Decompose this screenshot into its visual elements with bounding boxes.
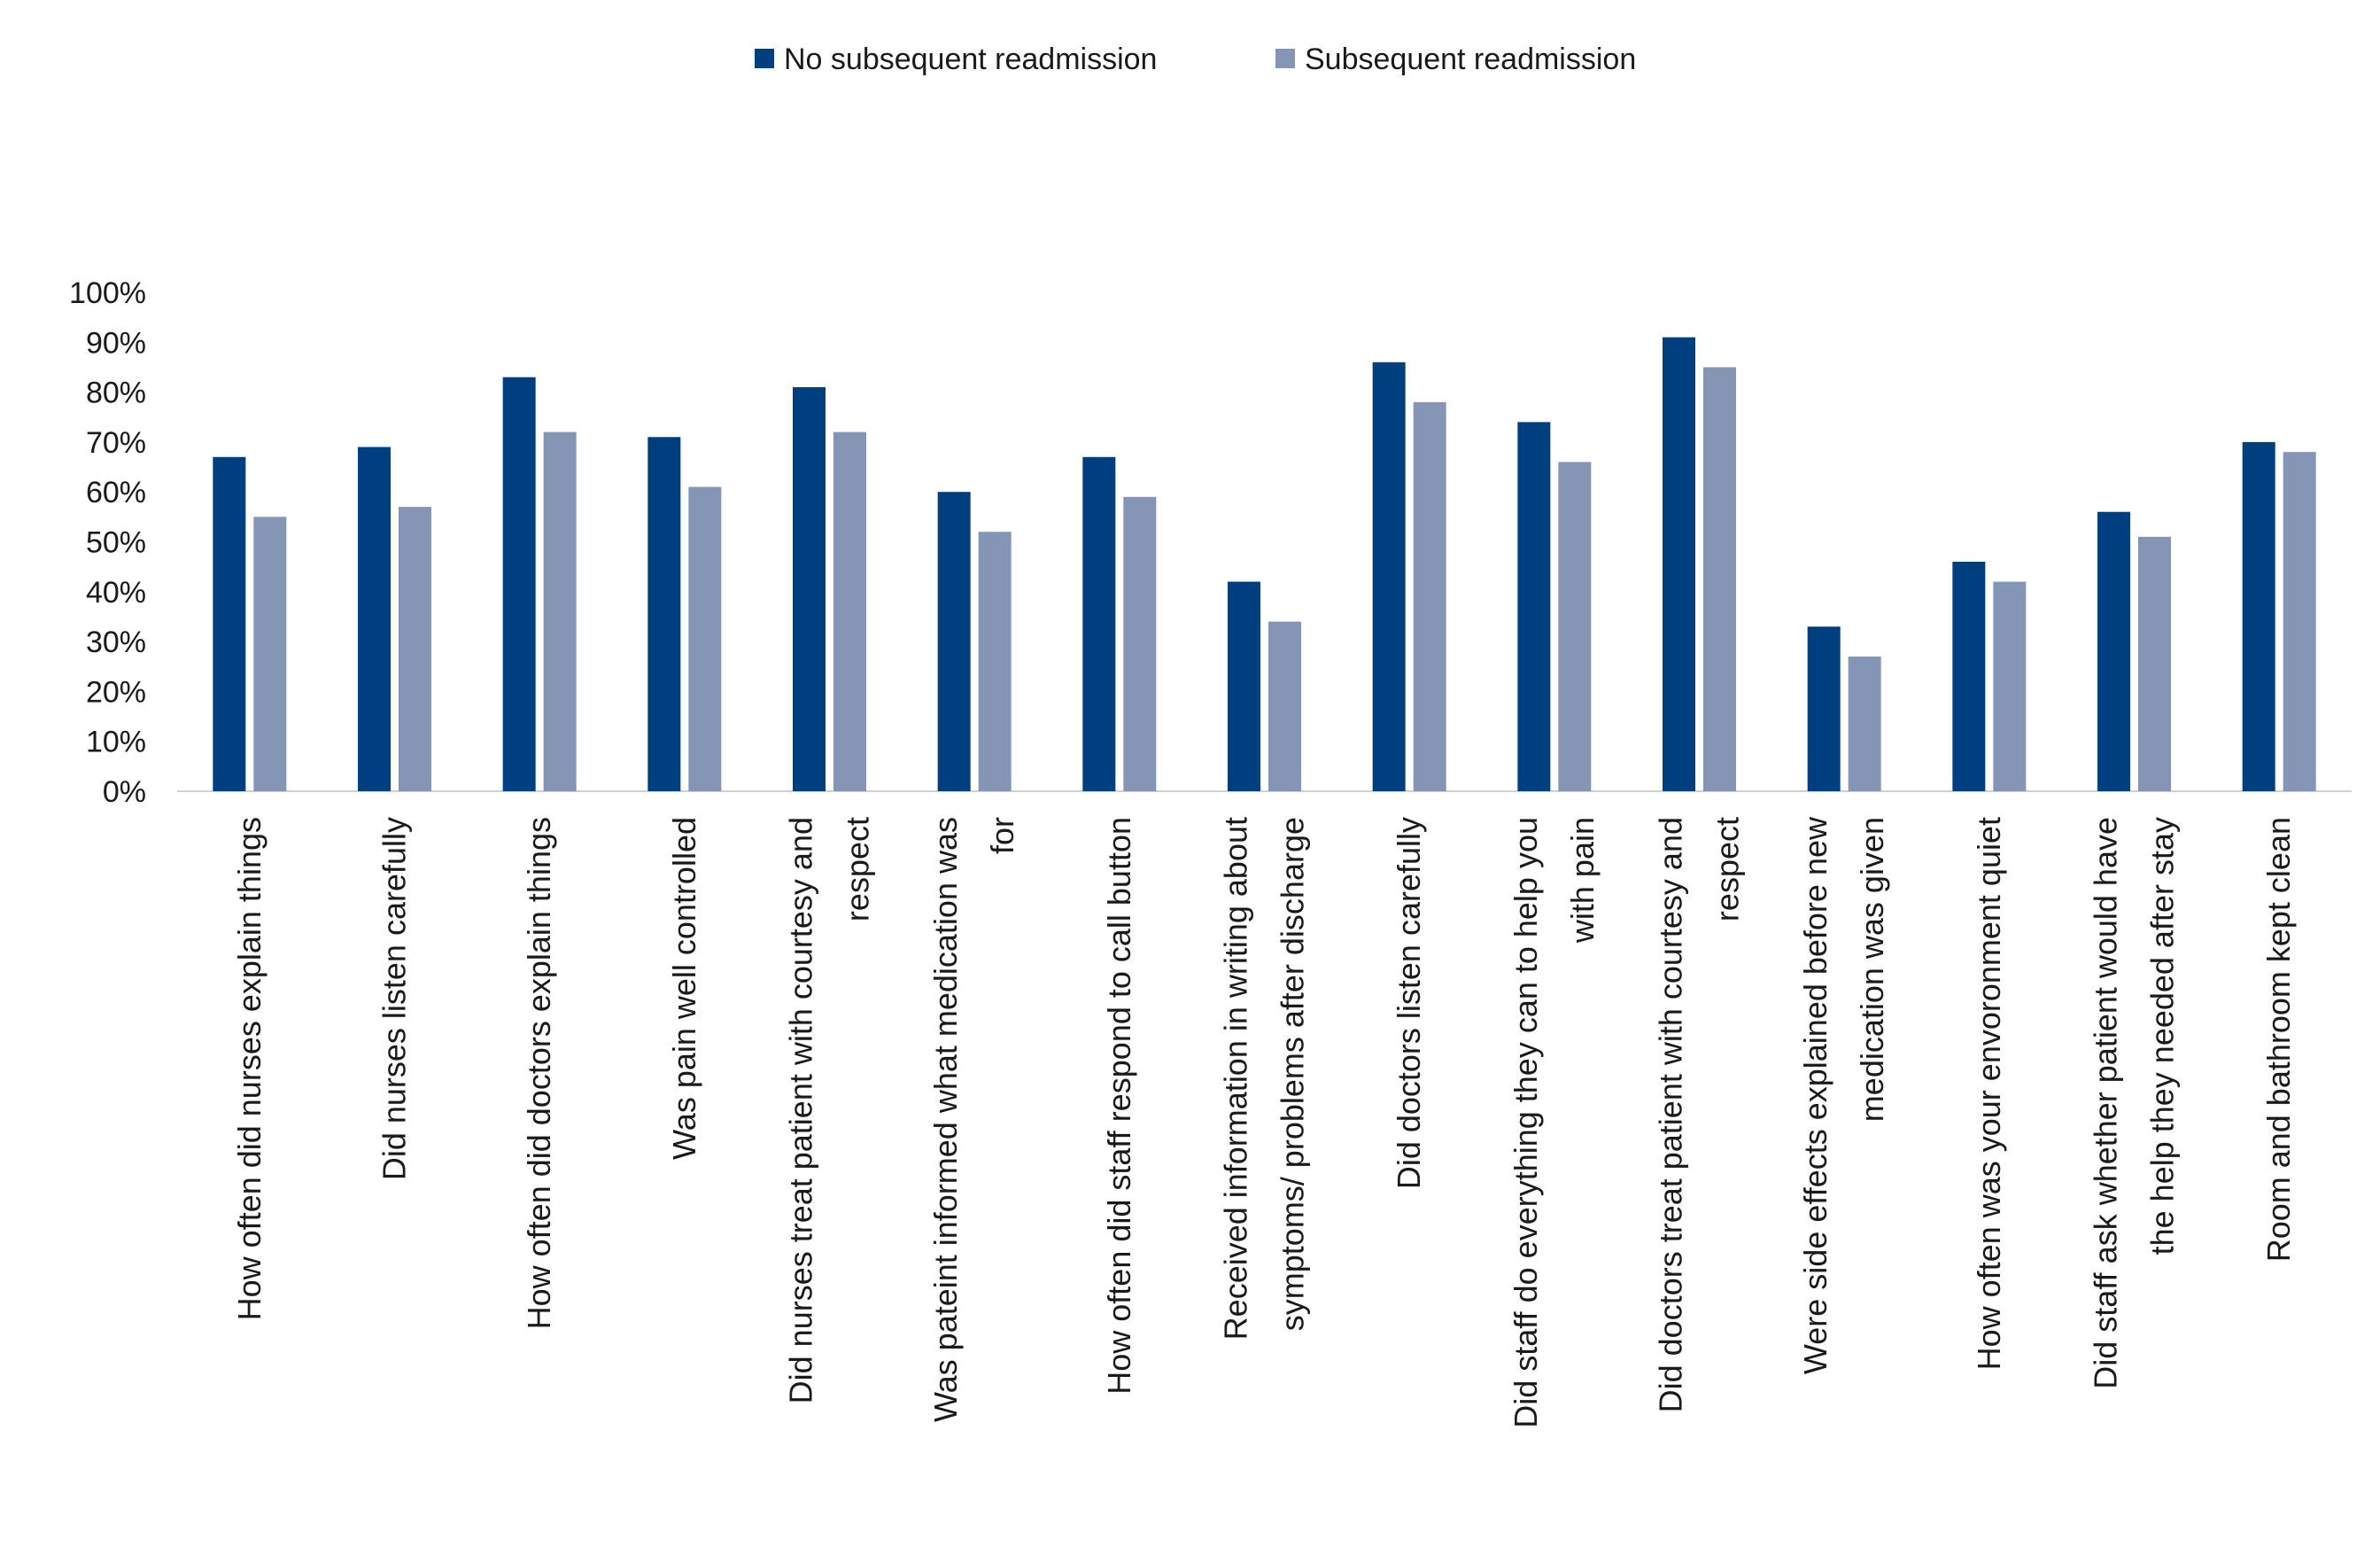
bar-no-readmission (1372, 361, 1406, 791)
y-tick-label: 40% (86, 576, 146, 610)
x-category-label: How often did staff respond to call butt… (1101, 817, 1137, 1395)
bar-readmission (2283, 452, 2316, 791)
y-tick-label: 90% (86, 326, 146, 360)
x-category-label: Did nurses treat patient with courtesy a… (783, 817, 819, 1403)
x-category-label: Were side effects explained before new (1797, 816, 1833, 1374)
bar-readmission (399, 507, 431, 791)
legend-label: No subsequent readmission (784, 43, 1157, 76)
x-category-label: Room and bathroom kept clean (2260, 817, 2297, 1262)
x-category-label: symptoms/ problems after discharge (1275, 817, 1311, 1331)
x-category-label: respect (1709, 817, 1746, 921)
y-tick-label: 20% (86, 675, 146, 709)
y-tick-label: 50% (86, 526, 146, 560)
bar-readmission (253, 517, 287, 791)
legend-swatch (1275, 49, 1295, 68)
x-category-label: Did nurses listen carefully (376, 817, 413, 1180)
bars-group (213, 337, 2316, 791)
bar-readmission (1558, 462, 1592, 791)
x-category-label: How often did doctors explain things (521, 817, 557, 1329)
bar-readmission (543, 431, 577, 791)
bar-no-readmission (647, 437, 681, 791)
x-category-label: Was pain well controlled (666, 817, 702, 1160)
y-tick-label: 30% (86, 626, 146, 659)
bar-readmission (2138, 536, 2171, 791)
x-category-label: the help they needed after stay (2144, 817, 2181, 1255)
x-category-label: respect (840, 817, 876, 921)
x-category-label: Did staff do everything they can to help… (1508, 817, 1544, 1428)
x-category-label: Did staff ask whether patient would have (2088, 817, 2124, 1389)
legend-label: Subsequent readmission (1305, 43, 1636, 76)
bar-no-readmission (1517, 422, 1551, 791)
y-tick-label: 60% (86, 476, 146, 509)
bar-no-readmission (358, 447, 391, 791)
bar-readmission (978, 532, 1012, 791)
x-category-label: Was pateint informed what medication was (927, 817, 964, 1422)
x-category-label: Did doctors listen carefully (1391, 817, 1427, 1189)
x-category-label: for (984, 817, 1020, 854)
y-tick-label: 70% (86, 426, 146, 460)
bar-no-readmission (502, 377, 536, 791)
bar-readmission (1848, 656, 1881, 791)
bar-no-readmission (1082, 456, 1116, 791)
x-category-label: medication was given (1854, 817, 1890, 1122)
y-axis: 0% 10% 20% 30% 40% 50% 60% 70% 80% 90% 100% (69, 276, 146, 809)
bar-readmission (1703, 367, 1736, 791)
x-axis-labels: How often did nurses explain things Did n… (231, 816, 2297, 1428)
bar-no-readmission (213, 456, 246, 791)
bar-no-readmission (937, 492, 971, 791)
x-category-label: Did doctors treat patient with courtesy … (1653, 817, 1689, 1412)
bar-no-readmission (1952, 562, 1986, 791)
x-category-label: with pain (1564, 817, 1601, 944)
bar-readmission (833, 431, 866, 791)
chart-legend: No subsequent readmission Subsequent read… (755, 43, 1636, 76)
bar-readmission (1123, 496, 1157, 791)
y-tick-label: 100% (69, 276, 146, 310)
bar-no-readmission (2242, 441, 2275, 791)
bar-no-readmission (1807, 626, 1841, 791)
x-category-label: Received information in writing about (1218, 817, 1254, 1340)
bar-no-readmission (2097, 511, 2130, 791)
x-category-label: How often did nurses explain things (231, 817, 267, 1320)
bar-readmission (1268, 621, 1301, 791)
x-category-label: How often was your envoronment quiet (1971, 817, 2007, 1370)
bar-readmission (688, 486, 722, 791)
bar-no-readmission (793, 386, 826, 791)
bar-no-readmission (1663, 337, 1695, 791)
bar-readmission (1413, 401, 1446, 791)
y-tick-label: 0% (103, 775, 146, 809)
bar-no-readmission (1228, 581, 1260, 791)
bar-readmission (1993, 581, 2027, 791)
legend-swatch (755, 49, 774, 68)
y-tick-label: 80% (86, 377, 146, 410)
y-tick-label: 10% (86, 726, 146, 759)
